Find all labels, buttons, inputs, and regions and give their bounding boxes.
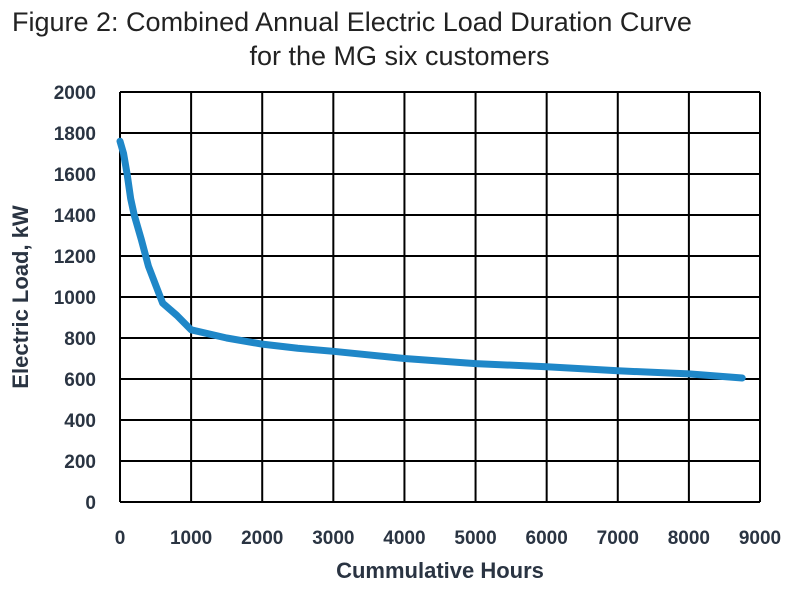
y-tick-label: 0 — [85, 493, 96, 514]
y-tick-label: 800 — [64, 329, 96, 350]
y-tick-label: 1200 — [54, 247, 96, 268]
y-tick-label: 1800 — [54, 124, 96, 145]
x-tick-label: 3000 — [312, 528, 354, 549]
x-tick-label: 6000 — [526, 528, 568, 549]
y-tick-label: 2000 — [54, 83, 96, 104]
y-tick-label: 1400 — [54, 206, 96, 227]
y-tick-label: 1000 — [54, 288, 96, 309]
x-tick-labels: 0 1000 2000 3000 4000 5000 6000 7000 8000 9000 — [115, 528, 781, 549]
series-group — [116, 137, 746, 382]
chart-title-line1: Figure 2: Combined Annual Electric Load … — [12, 7, 692, 37]
x-tick-label: 8000 — [668, 528, 710, 549]
y-tick-label: 200 — [64, 452, 96, 473]
y-tick-label: 1600 — [54, 165, 96, 186]
grid — [119, 91, 761, 503]
x-tick-label: 2000 — [241, 528, 283, 549]
y-axis-label: Electric Load, kW — [8, 205, 33, 389]
x-tick-label: 4000 — [383, 528, 425, 549]
x-tick-label: 9000 — [739, 528, 781, 549]
y-tick-label: 600 — [64, 370, 96, 391]
y-tick-labels: 0 200 400 600 800 1000 1200 1400 1600 1800 2000 — [54, 83, 96, 514]
x-tick-label: 7000 — [597, 528, 639, 549]
y-tick-label: 400 — [64, 411, 96, 432]
series-line — [116, 137, 746, 382]
chart-title-line2: for the MG six customers — [249, 41, 550, 71]
x-axis-label: Cummulative Hours — [336, 558, 544, 583]
x-tick-label: 1000 — [170, 528, 212, 549]
x-tick-label: 5000 — [454, 528, 496, 549]
x-tick-label: 0 — [115, 528, 126, 549]
